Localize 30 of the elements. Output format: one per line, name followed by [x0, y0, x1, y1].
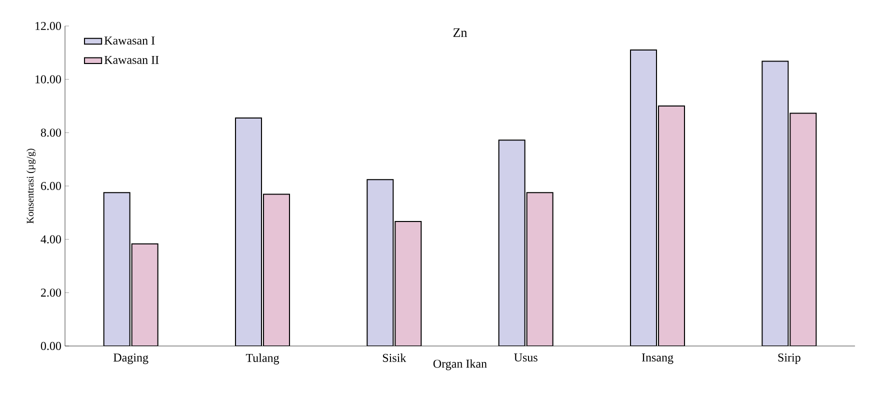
bar	[394, 220, 422, 346]
bar	[526, 192, 554, 346]
bar	[103, 192, 130, 346]
legend-label: Kawasan I	[104, 36, 155, 45]
x-tick-label: Daging	[114, 354, 148, 364]
legend-label: Kawasan II	[104, 56, 159, 64]
y-tick-label: 2.00	[41, 288, 62, 297]
y-tick-label: 4.00	[40, 235, 62, 244]
chart-title: Zn	[453, 28, 468, 37]
bar	[263, 194, 290, 346]
x-axis-title: Organ Ikan	[433, 359, 487, 370]
bar	[131, 243, 158, 346]
y-axis-title: Konsentrasi (µg/g)	[26, 148, 36, 224]
bar	[658, 105, 686, 346]
y-tick-label: 10.00	[36, 75, 62, 84]
y-tick-label: 6.00	[40, 182, 62, 190]
x-tick-label: Usus	[514, 354, 538, 362]
y-tick-label: 12.00	[36, 22, 62, 30]
bar	[790, 112, 817, 346]
bar	[762, 60, 789, 346]
x-tick-label: Sisik	[382, 354, 406, 362]
y-tick-label: 0.00	[40, 342, 62, 350]
x-tick-label: Insang	[642, 354, 674, 364]
y-tick-label: 8.00	[40, 128, 62, 137]
bar	[498, 140, 526, 346]
x-tick-label: Tulang	[246, 354, 280, 364]
bar	[366, 179, 394, 346]
bar	[630, 50, 658, 346]
bar	[235, 118, 262, 346]
x-tick-label: Sirip	[778, 354, 800, 364]
